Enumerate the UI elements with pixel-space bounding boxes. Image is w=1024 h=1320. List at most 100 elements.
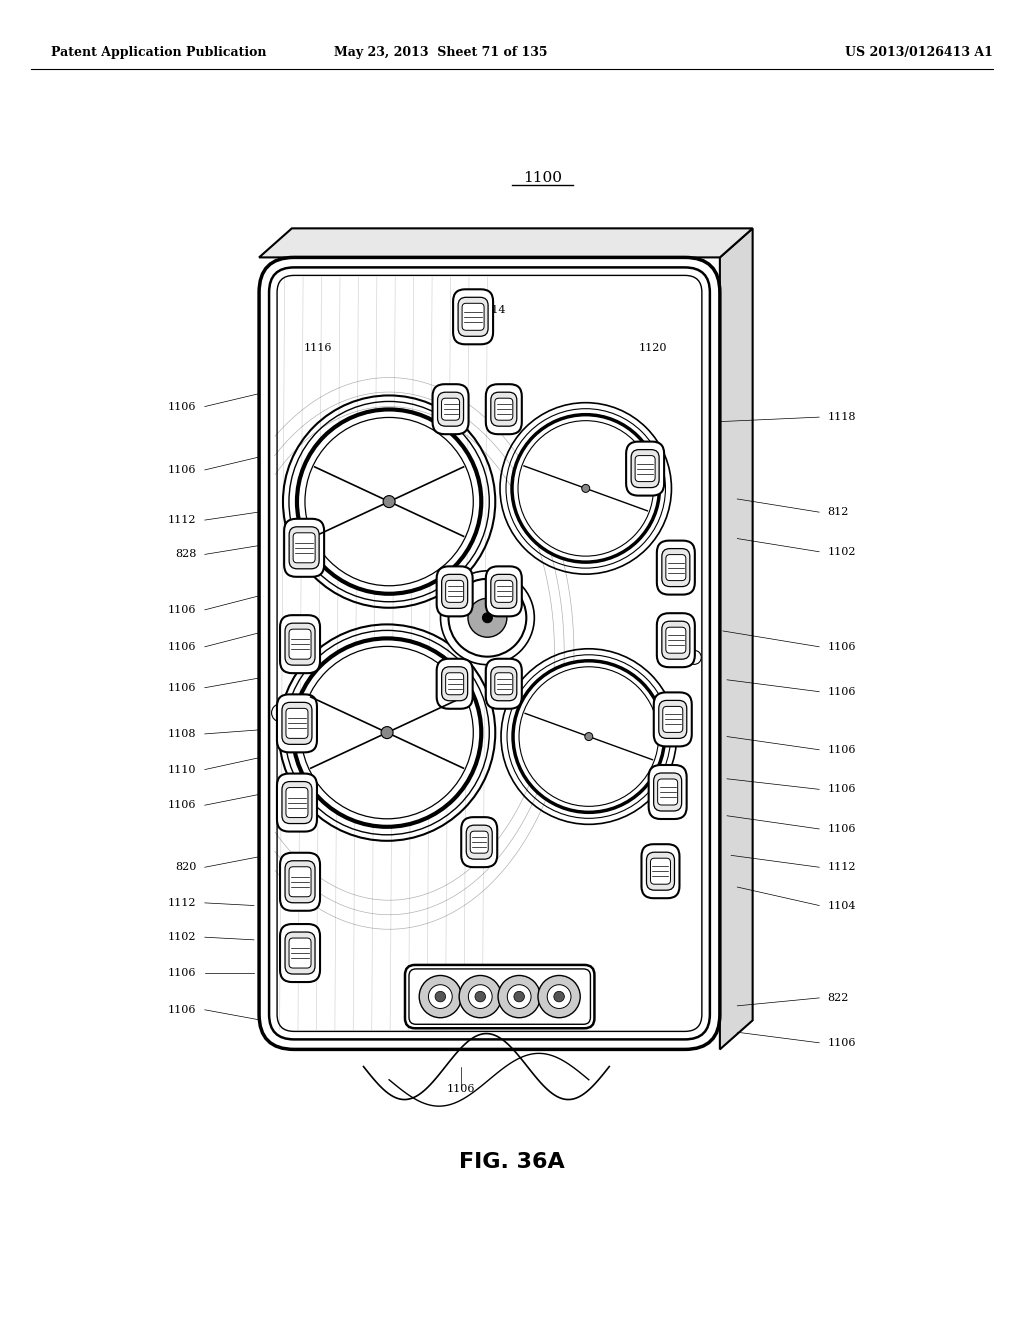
Circle shape: [435, 991, 445, 1002]
FancyBboxPatch shape: [276, 774, 317, 832]
Text: 1106: 1106: [168, 800, 197, 810]
FancyBboxPatch shape: [286, 709, 308, 738]
Circle shape: [468, 985, 493, 1008]
Circle shape: [383, 495, 395, 508]
Circle shape: [513, 661, 665, 812]
FancyBboxPatch shape: [436, 659, 473, 709]
Circle shape: [468, 598, 507, 638]
Circle shape: [449, 579, 526, 656]
Text: 1102: 1102: [827, 546, 856, 557]
Text: 1106: 1106: [827, 784, 856, 795]
Circle shape: [687, 651, 701, 664]
Circle shape: [538, 975, 581, 1018]
FancyBboxPatch shape: [285, 861, 315, 903]
FancyBboxPatch shape: [631, 450, 659, 487]
Text: 812: 812: [827, 507, 849, 517]
Text: 1106: 1106: [827, 824, 856, 834]
Text: 1112: 1112: [168, 515, 197, 525]
FancyBboxPatch shape: [280, 853, 321, 911]
FancyBboxPatch shape: [662, 622, 690, 659]
FancyBboxPatch shape: [453, 289, 494, 345]
FancyBboxPatch shape: [445, 581, 464, 602]
Circle shape: [547, 985, 571, 1008]
Text: FIG. 36A: FIG. 36A: [459, 1151, 565, 1172]
FancyBboxPatch shape: [285, 623, 315, 665]
Text: 822: 822: [827, 993, 849, 1003]
Text: 1110: 1110: [168, 764, 197, 775]
Text: 1106: 1106: [168, 401, 197, 412]
Circle shape: [512, 414, 659, 562]
Circle shape: [440, 570, 535, 665]
FancyBboxPatch shape: [495, 673, 513, 694]
FancyBboxPatch shape: [445, 673, 464, 694]
FancyBboxPatch shape: [663, 706, 683, 733]
Circle shape: [475, 991, 485, 1002]
Polygon shape: [720, 228, 753, 1049]
Text: 1106: 1106: [168, 642, 197, 652]
Text: 1104: 1104: [827, 900, 856, 911]
Text: 1118: 1118: [827, 412, 856, 422]
Circle shape: [582, 484, 590, 492]
FancyBboxPatch shape: [666, 627, 686, 653]
FancyBboxPatch shape: [657, 779, 678, 805]
Circle shape: [293, 639, 481, 826]
Text: Patent Application Publication: Patent Application Publication: [51, 46, 266, 59]
FancyBboxPatch shape: [650, 858, 671, 884]
FancyBboxPatch shape: [284, 519, 325, 577]
Polygon shape: [259, 228, 753, 257]
FancyBboxPatch shape: [658, 701, 687, 738]
FancyBboxPatch shape: [286, 788, 308, 817]
FancyBboxPatch shape: [656, 541, 695, 594]
Text: 1112: 1112: [827, 862, 856, 873]
Text: 1106: 1106: [446, 1084, 475, 1094]
FancyBboxPatch shape: [441, 574, 468, 609]
FancyBboxPatch shape: [490, 392, 517, 426]
Text: 1106: 1106: [168, 1005, 197, 1015]
FancyBboxPatch shape: [289, 527, 319, 569]
FancyBboxPatch shape: [280, 615, 321, 673]
FancyBboxPatch shape: [432, 384, 469, 434]
FancyBboxPatch shape: [282, 702, 312, 744]
Text: 1106: 1106: [827, 642, 856, 652]
FancyBboxPatch shape: [293, 533, 315, 562]
Circle shape: [419, 975, 462, 1018]
Circle shape: [271, 704, 290, 722]
Text: May 23, 2013  Sheet 71 of 135: May 23, 2013 Sheet 71 of 135: [334, 46, 547, 59]
FancyBboxPatch shape: [289, 630, 311, 659]
Text: 1100: 1100: [523, 172, 562, 185]
FancyBboxPatch shape: [437, 392, 464, 426]
FancyBboxPatch shape: [495, 399, 513, 420]
FancyBboxPatch shape: [458, 297, 488, 337]
Circle shape: [459, 975, 502, 1018]
FancyBboxPatch shape: [646, 853, 675, 890]
Circle shape: [282, 730, 296, 743]
Text: 1120: 1120: [639, 343, 668, 354]
FancyBboxPatch shape: [485, 659, 522, 709]
Circle shape: [482, 612, 493, 623]
Text: US 2013/0126413 A1: US 2013/0126413 A1: [846, 46, 993, 59]
FancyBboxPatch shape: [641, 845, 680, 898]
Text: 820: 820: [175, 862, 197, 873]
FancyBboxPatch shape: [662, 549, 690, 586]
Circle shape: [381, 726, 393, 739]
FancyBboxPatch shape: [461, 817, 498, 867]
FancyBboxPatch shape: [495, 581, 513, 602]
Text: 1106: 1106: [827, 744, 856, 755]
FancyBboxPatch shape: [648, 766, 687, 818]
FancyBboxPatch shape: [485, 384, 522, 434]
Text: 1116: 1116: [303, 343, 332, 354]
FancyBboxPatch shape: [466, 825, 493, 859]
FancyBboxPatch shape: [490, 667, 517, 701]
Text: 1102: 1102: [168, 932, 197, 942]
FancyBboxPatch shape: [436, 566, 473, 616]
Circle shape: [507, 985, 531, 1008]
FancyBboxPatch shape: [490, 574, 517, 609]
FancyBboxPatch shape: [282, 781, 312, 824]
Text: 1106: 1106: [827, 1038, 856, 1048]
FancyBboxPatch shape: [666, 554, 686, 581]
Text: 1106: 1106: [168, 465, 197, 475]
Text: 1106: 1106: [827, 686, 856, 697]
FancyBboxPatch shape: [470, 832, 488, 853]
FancyBboxPatch shape: [441, 667, 468, 701]
FancyBboxPatch shape: [280, 924, 321, 982]
